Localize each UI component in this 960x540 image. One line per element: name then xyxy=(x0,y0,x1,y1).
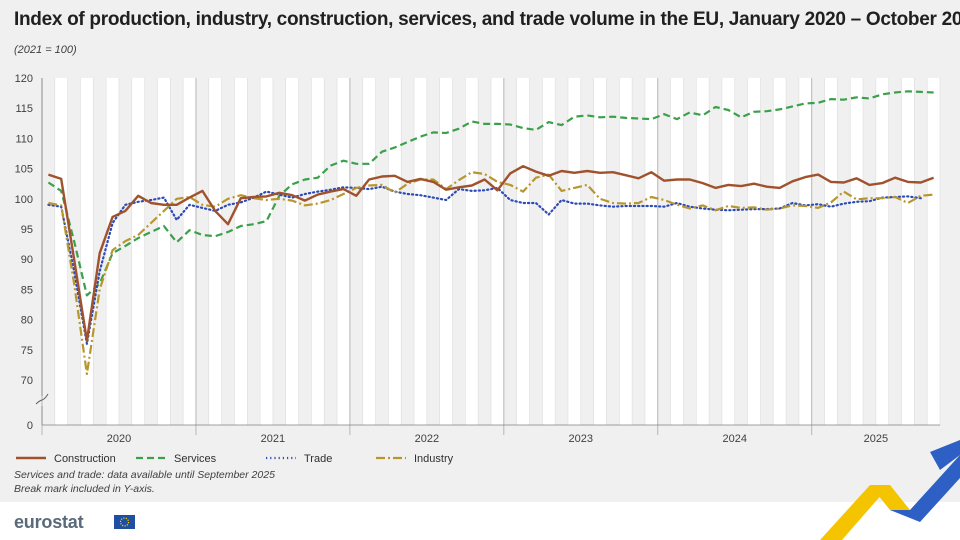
month-band xyxy=(234,78,248,425)
y-tick-label: 0 xyxy=(27,420,33,432)
y-tick-label: 120 xyxy=(15,73,33,85)
month-band xyxy=(696,78,710,425)
x-tick-label: 2020 xyxy=(107,433,131,445)
note-availability: Services and trade: data available until… xyxy=(14,469,275,481)
y-tick-label: 100 xyxy=(15,194,33,206)
month-band xyxy=(311,78,325,425)
legend: Construction Services Trade Industry xyxy=(16,453,454,465)
footer-bar xyxy=(0,502,960,540)
month-band xyxy=(80,78,94,425)
year-bands xyxy=(54,78,940,425)
month-band xyxy=(901,78,915,425)
month-band xyxy=(491,78,504,425)
series-line-construction xyxy=(48,164,935,342)
month-band xyxy=(747,78,761,425)
month-band xyxy=(131,78,145,425)
month-band xyxy=(285,78,299,425)
x-tick-label: 2021 xyxy=(261,433,285,445)
month-band xyxy=(157,78,171,425)
month-band xyxy=(439,78,453,425)
month-band xyxy=(260,78,273,425)
series-line-services xyxy=(47,90,934,297)
eurostat-logo: eurostat xyxy=(14,512,84,532)
y-tick-label: 75 xyxy=(21,345,33,357)
y-tick-label: 90 xyxy=(21,254,33,266)
x-tick-label: 2025 xyxy=(864,433,888,445)
month-band xyxy=(927,78,940,425)
y-tick-label: 80 xyxy=(21,315,33,327)
month-band xyxy=(798,78,812,425)
chart-title: Index of production, industry, construct… xyxy=(14,9,960,30)
month-band xyxy=(875,78,889,425)
legend-label-services: Services xyxy=(174,453,217,465)
note-break-mark: Break mark included in Y-axis. xyxy=(14,483,155,495)
month-band xyxy=(54,78,68,425)
legend-label-construction: Construction xyxy=(54,453,116,465)
month-band xyxy=(619,78,633,425)
month-band xyxy=(773,78,787,425)
axis-break-mark xyxy=(35,393,49,405)
y-axis: 120 115 110 105 100 95 90 85 80 75 70 0 xyxy=(15,73,49,432)
y-tick-label: 115 xyxy=(15,103,33,115)
month-band xyxy=(824,78,838,425)
eu-flag-icon xyxy=(114,515,135,529)
x-axis: 2020 2021 2022 2023 2024 2025 xyxy=(42,424,940,445)
legend-label-trade: Trade xyxy=(304,453,332,465)
series-line-industry xyxy=(48,171,934,376)
month-band xyxy=(593,78,607,425)
series-line-trade xyxy=(47,185,922,345)
decorative-chevron-icon xyxy=(820,440,960,540)
month-band xyxy=(362,78,376,425)
month-band xyxy=(208,78,222,425)
month-band xyxy=(542,78,556,425)
series-lines xyxy=(47,90,935,376)
month-band xyxy=(414,78,427,425)
month-band xyxy=(183,78,196,425)
month-band xyxy=(721,78,735,425)
x-tick-label: 2022 xyxy=(415,433,439,445)
month-band xyxy=(644,78,658,425)
month-band xyxy=(465,78,479,425)
month-band xyxy=(337,78,350,425)
y-tick-label: 95 xyxy=(21,224,33,236)
month-band xyxy=(850,78,864,425)
month-band xyxy=(516,78,530,425)
y-tick-label: 85 xyxy=(21,284,33,296)
month-band xyxy=(388,78,402,425)
x-tick-label: 2023 xyxy=(569,433,593,445)
y-tick-label: 105 xyxy=(15,164,33,176)
y-tick-label: 110 xyxy=(15,133,33,145)
month-band xyxy=(567,78,581,425)
x-tick-label: 2024 xyxy=(723,433,747,445)
y-tick-label: 70 xyxy=(21,375,33,387)
chart-subtitle: (2021 = 100) xyxy=(14,44,77,56)
month-band xyxy=(670,78,684,425)
legend-label-industry: Industry xyxy=(414,453,454,465)
